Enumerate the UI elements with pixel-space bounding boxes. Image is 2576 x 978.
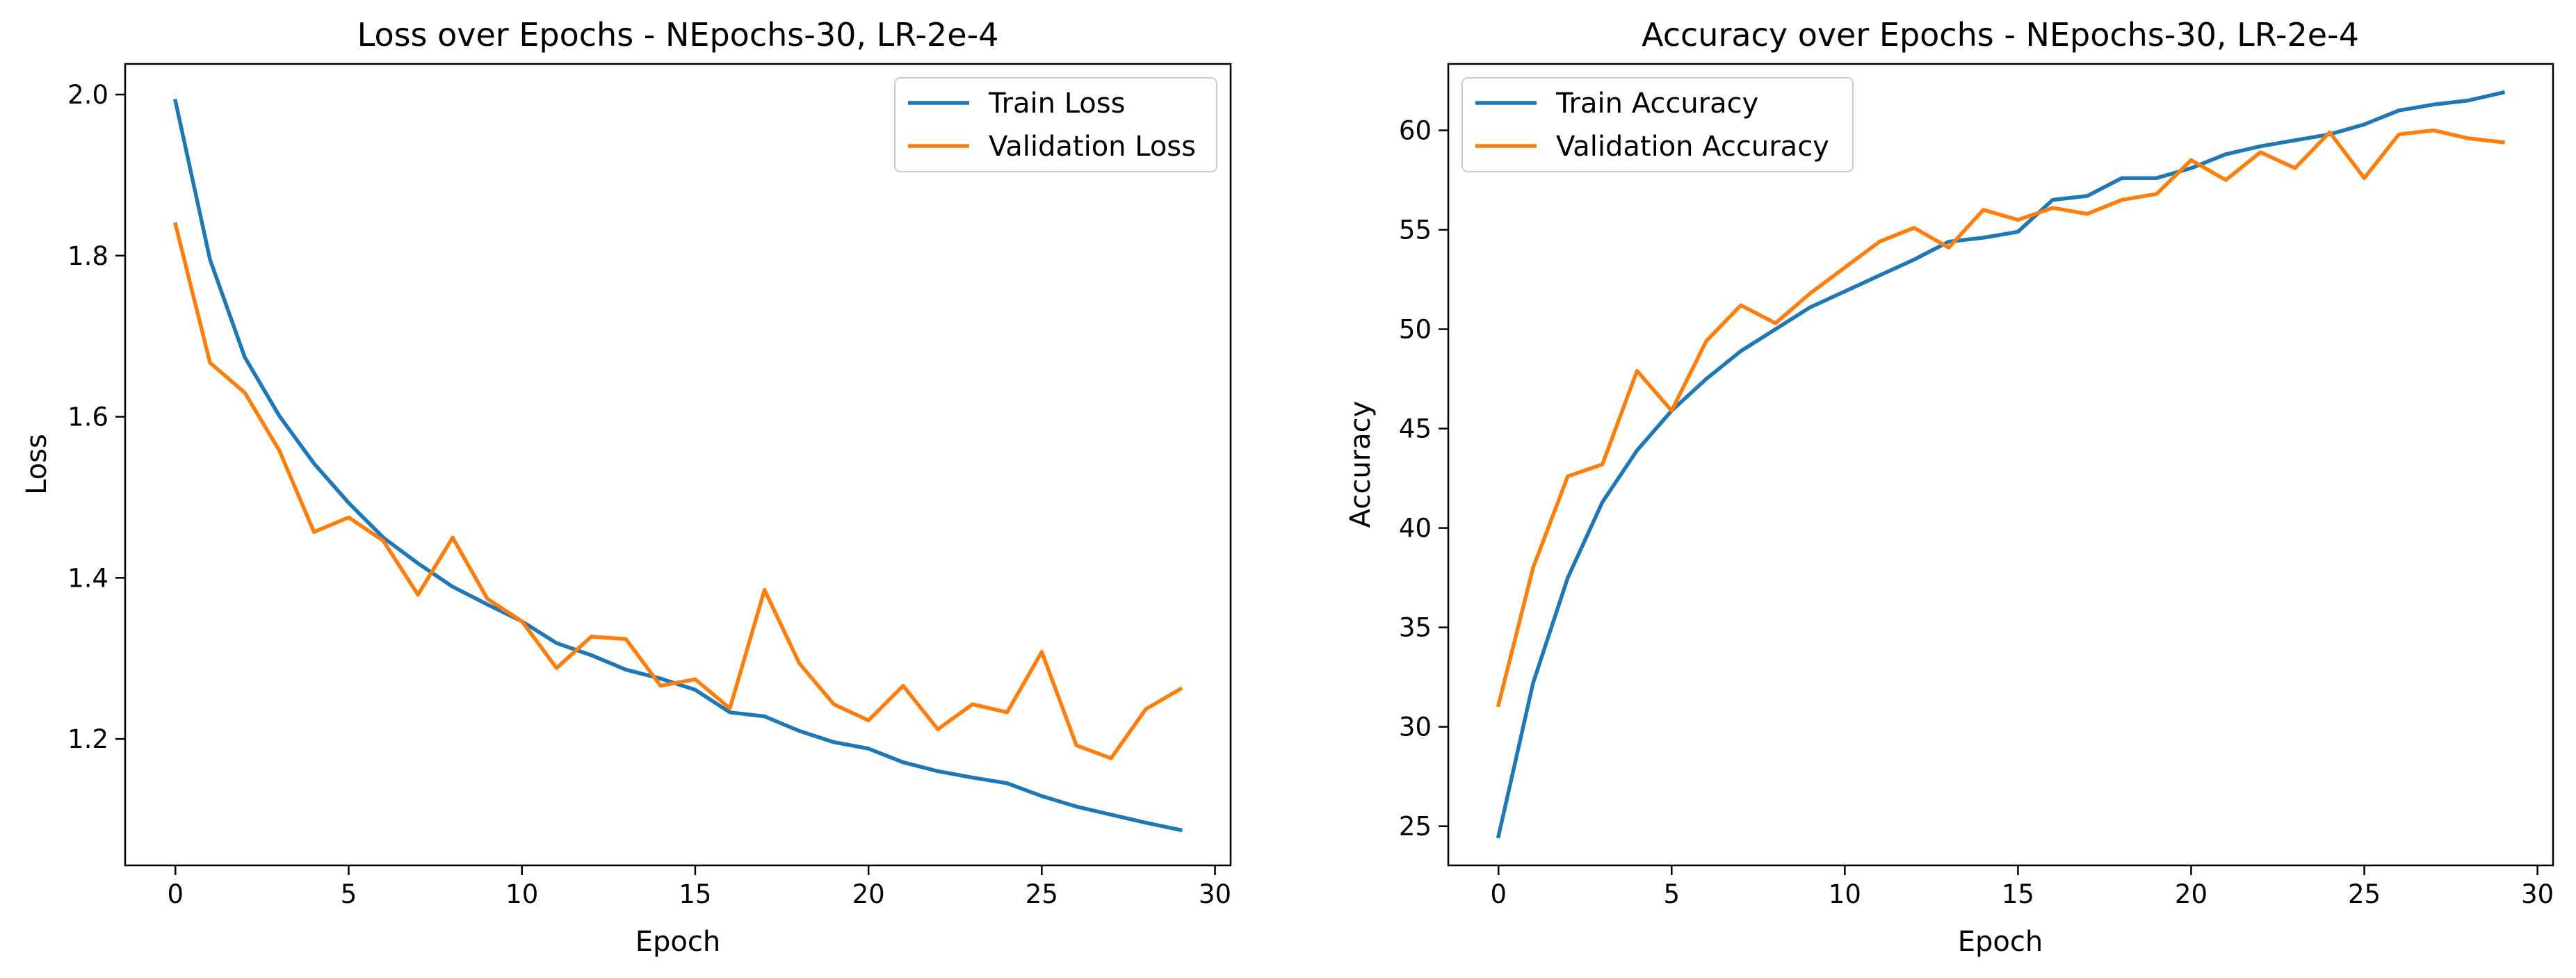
loss-xtick-label: 30 [1199,879,1231,909]
accuracy-ytick-label: 45 [1399,414,1432,444]
loss-ytick-label: 1.8 [67,241,108,271]
accuracy-series-validation-accuracy [1496,128,2505,708]
loss-chart-ticks: 0 5 10 15 20 25 30 1.2 1.4 1.6 1.8 2.0 [67,80,1231,909]
loss-chart: Loss over Epochs - NEpochs-30, LR-2e-4 E… [21,16,1232,958]
loss-chart-frame [124,63,1232,867]
loss-xtick-label: 15 [679,879,711,909]
accuracy-ytick-label: 35 [1399,613,1432,643]
loss-ytick-label: 1.6 [67,402,108,432]
accuracy-xtick-label: 5 [1664,879,1680,909]
accuracy-chart-ylabel: Accuracy [1345,401,1377,528]
loss-chart-legend: Train Loss Validation Loss [894,77,1217,172]
accuracy-chart: Accuracy over Epochs - NEpochs-30, LR-2e… [1345,16,2554,958]
loss-ytick-label: 2.0 [67,80,108,110]
loss-ytick-label: 1.2 [67,724,108,754]
loss-legend-box [894,77,1217,172]
loss-xtick-label: 20 [852,879,885,909]
accuracy-xtick-label: 25 [2348,879,2381,909]
loss-xtick-label: 0 [167,879,184,909]
loss-ytick-label: 1.4 [67,563,108,593]
accuracy-xtick-label: 20 [2175,879,2208,909]
accuracy-ytick-label: 40 [1399,514,1432,544]
accuracy-legend-label-validation: Validation Accuracy [1556,131,1829,163]
loss-xtick-label: 10 [505,879,538,909]
loss-chart-xlabel: Epoch [635,926,720,958]
loss-legend-label-validation: Validation Loss [989,131,1196,163]
accuracy-ytick-label: 60 [1399,116,1432,146]
accuracy-ytick-label: 55 [1399,215,1432,245]
loss-chart-ylabel: Loss [21,434,53,495]
accuracy-chart-title: Accuracy over Epochs - NEpochs-30, LR-2e… [1642,16,2359,54]
accuracy-ytick-label: 25 [1399,812,1432,842]
accuracy-xtick-label: 10 [1829,879,1861,909]
loss-chart-series [172,99,1183,833]
accuracy-xtick-label: 15 [2002,879,2034,909]
accuracy-chart-xlabel: Epoch [1958,926,2043,958]
accuracy-legend-box [1461,77,1854,172]
accuracy-series-train-accuracy [1496,90,2506,839]
loss-chart-title: Loss over Epochs - NEpochs-30, LR-2e-4 [357,16,999,54]
accuracy-chart-legend: Train Accuracy Validation Accuracy [1461,77,1854,172]
loss-series-validation-loss [172,222,1183,760]
accuracy-chart-series [1496,90,2506,839]
accuracy-xtick-label: 30 [2521,879,2554,909]
accuracy-chart-ticks: 0 5 10 15 20 25 30 25 30 35 40 45 50 55 60 [1399,116,2554,909]
loss-legend-label-train: Train Loss [988,88,1125,120]
accuracy-ytick-label: 30 [1399,712,1432,742]
accuracy-legend-label-train: Train Accuracy [1555,88,1758,120]
accuracy-chart-frame [1447,63,2554,867]
accuracy-xtick-label: 0 [1490,879,1507,909]
accuracy-ytick-label: 50 [1399,315,1432,345]
loss-xtick-label: 5 [341,879,357,909]
loss-xtick-label: 25 [1026,879,1058,909]
